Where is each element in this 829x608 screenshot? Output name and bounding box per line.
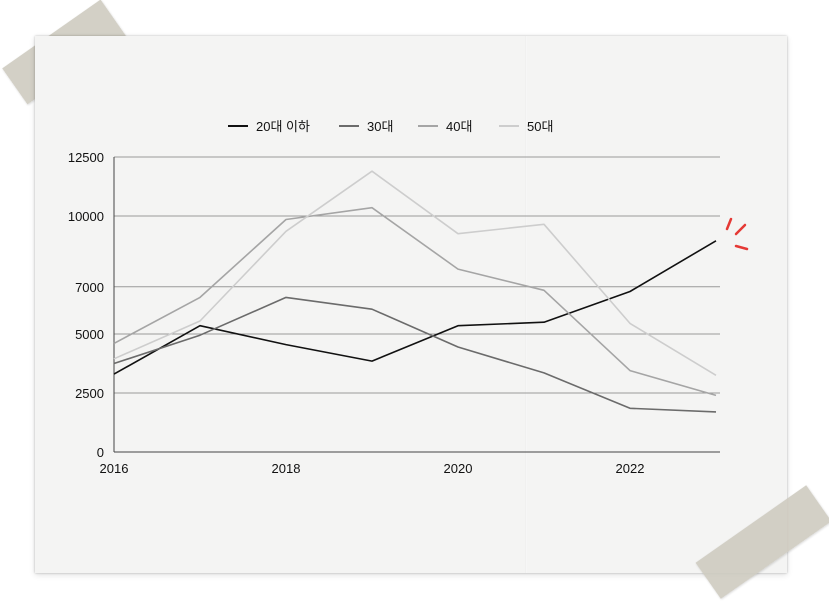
y-tick-label: 10000 — [68, 209, 104, 224]
y-axis-labels: 0 2500 5000 7000 10000 12500 — [68, 150, 104, 460]
series-line-1 — [113, 240, 717, 375]
x-tick-label: 2020 — [444, 461, 473, 476]
x-tick-label: 2016 — [100, 461, 129, 476]
y-tick-label: 2500 — [75, 386, 104, 401]
red-mark-2 — [734, 223, 747, 236]
series-line-4 — [113, 170, 717, 376]
decoration-marks — [725, 217, 749, 251]
y-tick-label: 7000 — [75, 280, 104, 295]
x-tick-label: 2018 — [272, 461, 301, 476]
legend-label-3: 40대 — [446, 119, 472, 134]
red-mark-1 — [725, 217, 733, 231]
series-line-3 — [113, 206, 717, 397]
legend-label-2: 30대 — [367, 119, 393, 134]
series-line-2 — [113, 296, 717, 413]
grid-lines — [114, 156, 720, 453]
red-mark-3 — [734, 244, 749, 251]
x-axis-labels: 2016 2018 2020 2022 — [100, 461, 645, 476]
y-tick-label: 12500 — [68, 150, 104, 165]
legend: 20대 이하 30대 40대 50대 — [228, 119, 553, 134]
legend-label-1: 20대 이하 — [256, 119, 310, 134]
paper-background — [35, 36, 787, 573]
y-tick-label: 5000 — [75, 327, 104, 342]
y-tick-label: 0 — [97, 445, 104, 460]
legend-label-4: 50대 — [527, 119, 553, 134]
x-tick-label: 2022 — [616, 461, 645, 476]
series-lines — [113, 170, 717, 413]
